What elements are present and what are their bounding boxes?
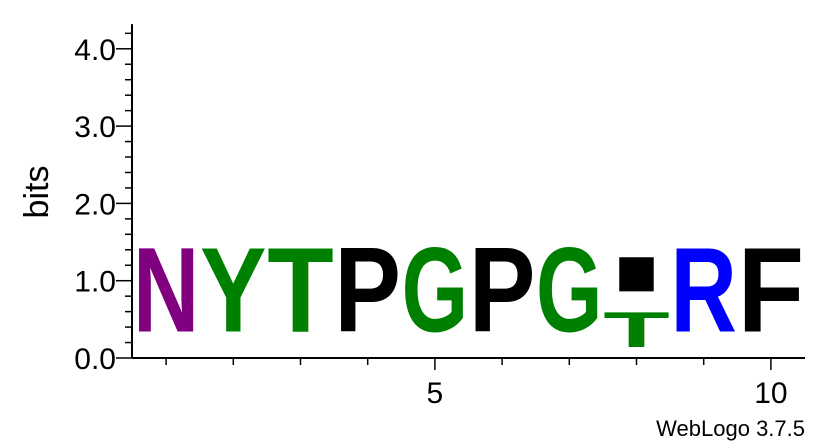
logo-letter-N-pos-1: N bbox=[133, 222, 200, 357]
svg-text:G: G bbox=[536, 223, 603, 358]
logo-letter-Y-pos-2: Y bbox=[200, 223, 267, 357]
svg-text:G: G bbox=[402, 223, 469, 358]
y-tick-label: 0.0 bbox=[74, 343, 116, 376]
svg-text:T: T bbox=[267, 223, 334, 357]
y-axis: 0.0 1.0 2.0 3.0 4.0 bbox=[74, 24, 133, 376]
svg-text:N: N bbox=[133, 222, 200, 357]
svg-text:I: I bbox=[603, 247, 670, 302]
svg-text:Y: Y bbox=[200, 223, 267, 357]
logo-letter-R-pos-9: R bbox=[670, 222, 737, 357]
svg-text:R: R bbox=[670, 222, 737, 357]
svg-text:T: T bbox=[603, 302, 670, 358]
y-tick-label: 1.0 bbox=[74, 266, 116, 299]
y-tick-label: 4.0 bbox=[74, 34, 116, 67]
y-tick-label: 2.0 bbox=[74, 188, 116, 221]
svg-text:F: F bbox=[738, 223, 805, 357]
logo-letter-P-pos-4: P bbox=[334, 223, 401, 357]
weblogo-credit: WebLogo 3.7.5 bbox=[656, 416, 805, 441]
logo-letter-P-pos-6: P bbox=[469, 223, 536, 357]
svg-text:P: P bbox=[334, 223, 401, 357]
logo-letter-F-pos-10: F bbox=[738, 223, 805, 357]
logo-letter-G-pos-7: G bbox=[536, 223, 603, 358]
x-tick-label: 10 bbox=[754, 377, 787, 410]
logo-letter-T-pos-3: T bbox=[267, 223, 334, 357]
logo-letter-G-pos-5: G bbox=[402, 223, 469, 358]
x-tick-label: 5 bbox=[427, 377, 444, 410]
logo-letter-T-pos-8: T bbox=[603, 302, 670, 358]
logo-glyphs: N Y T P G P G TI R F bbox=[133, 222, 804, 358]
y-axis-label: bits bbox=[18, 166, 56, 219]
svg-text:P: P bbox=[469, 223, 536, 357]
y-tick-label: 3.0 bbox=[74, 111, 116, 144]
x-axis: 5 10 bbox=[132, 357, 805, 410]
logo-letter-I-pos-8: I bbox=[603, 247, 670, 302]
